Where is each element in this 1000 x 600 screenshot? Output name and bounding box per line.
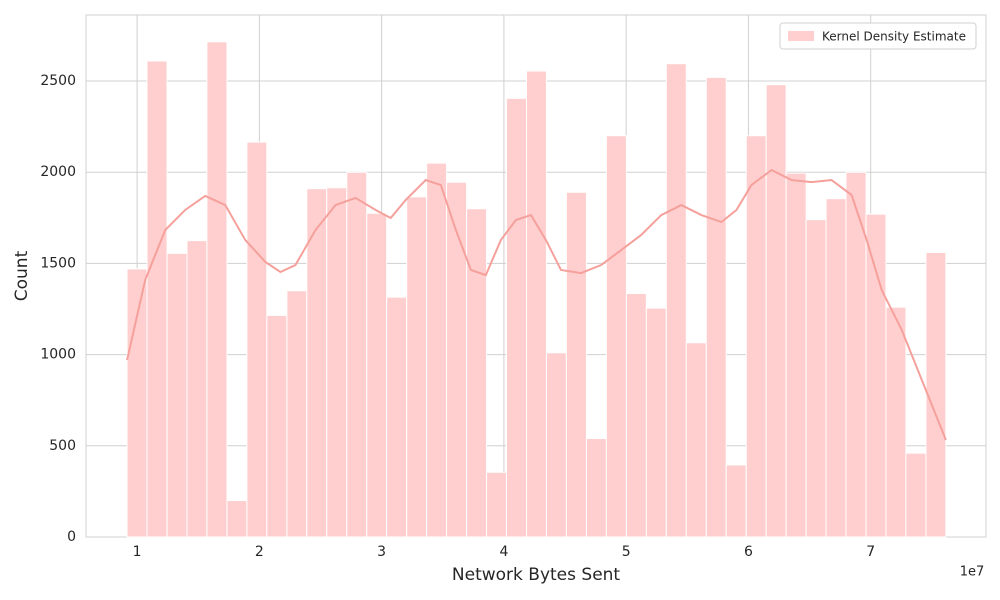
bar [625,293,647,538]
bar [505,97,528,538]
y-tick-label: 0 [67,529,76,545]
x-tick-label: 5 [622,544,631,560]
x-tick-label: 1 [133,544,142,560]
legend-swatch [788,31,814,41]
bar [665,63,687,538]
x-axis-label: Network Bytes Sent [452,565,621,585]
bar [805,219,827,538]
legend-label: Kernel Density Estimate [822,30,966,44]
bar [126,268,148,538]
y-tick-label: 2500 [40,73,76,89]
bar [226,500,248,538]
x-tick-label: 7 [866,544,875,560]
bar [286,290,308,538]
y-tick-label: 1500 [40,255,76,271]
x-tick-label: 4 [499,544,508,560]
bar [266,314,288,538]
bar [526,70,547,538]
bar [545,352,567,538]
bar [406,196,428,538]
bar [585,438,607,538]
bar [426,162,448,538]
bar [146,60,168,538]
bar [685,342,707,538]
bar [745,135,767,538]
x-tick-label: 3 [377,544,386,560]
bar [825,198,847,538]
bar [466,208,488,538]
bar [486,471,507,538]
bar [246,141,268,538]
bar [565,191,587,538]
bar [386,296,408,538]
bar [346,171,368,538]
bar [446,181,468,538]
bar [705,76,727,538]
y-tick-label: 1000 [40,347,76,363]
x-tick-label: 6 [744,544,753,560]
y-axis-label: Count [12,250,32,301]
y-tick-label: 500 [49,438,76,454]
x-offset-label: 1e7 [960,565,985,580]
x-tick-label: 2 [255,544,264,560]
bar [186,240,208,538]
bar [326,187,348,538]
y-tick-label: 2000 [40,164,76,180]
bar [765,84,787,538]
bar [925,251,947,538]
bar [725,464,747,538]
bar [166,252,188,538]
bar [366,212,388,538]
kde-line [126,168,947,441]
bar [905,452,927,538]
legend-box [779,22,977,50]
bar [865,213,887,538]
bar [785,172,807,538]
bar [645,307,667,538]
bar [605,135,627,538]
bar [206,41,228,538]
bar [885,306,907,538]
